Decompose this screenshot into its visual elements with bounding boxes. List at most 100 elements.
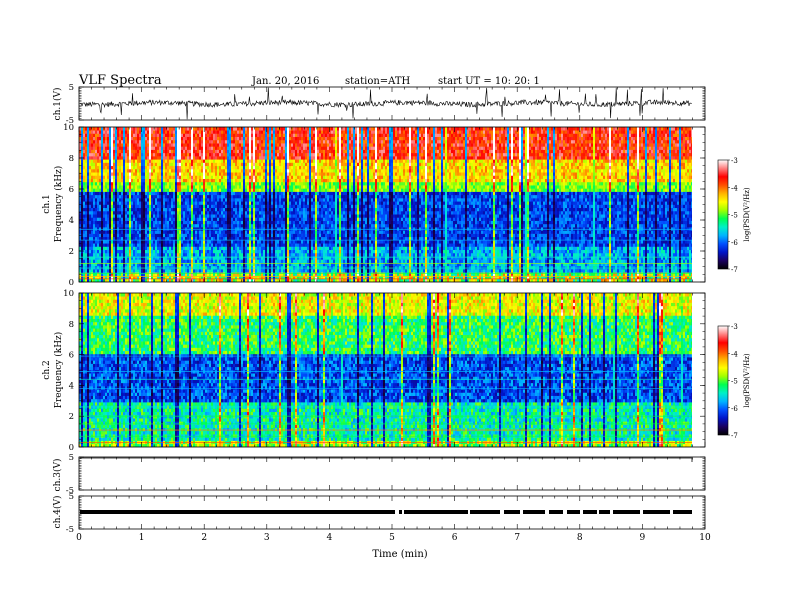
ch1-spectrogram-cell: [271, 272, 274, 276]
ch1-spectrogram-cell: [97, 243, 100, 247]
ch1-spectrogram-cell: [235, 210, 238, 215]
ch1-spectrogram-cell: [167, 272, 170, 276]
ch1-spectrogram-cell: [147, 198, 150, 202]
ch1-spectrogram-cell: [207, 162, 210, 167]
ch1-spectrogram-cell: [89, 133, 92, 137]
ch1-spectrogram-cell: [199, 243, 202, 247]
ch1-spectrogram-cell: [131, 214, 134, 218]
ch1-spectrogram-cell: [171, 201, 174, 205]
ch1-spectrogram-cell: [263, 223, 266, 228]
ch1-spectrogram-cell: [209, 178, 212, 183]
ch1-spectrogram-cell: [97, 240, 100, 244]
ch1-spectrogram-cell: [97, 139, 100, 144]
ch1-spectrogram-cell: [259, 139, 262, 144]
ch1-spectrogram-cell: [145, 185, 148, 189]
ch1-spectrogram-cell: [251, 223, 254, 228]
ch1-spectrogram-cell: [197, 240, 200, 244]
ch1-spectrogram-cell: [89, 188, 92, 192]
ch1-spectrogram-cell: [129, 198, 132, 202]
ch1-spectrogram-cell: [87, 178, 90, 183]
ch1-spectrogram-cell: [223, 223, 226, 228]
ch1-spectrogram-cell: [127, 146, 130, 150]
ch1-spectrogram-cell: [221, 143, 224, 147]
ch1-spectrogram-cell: [135, 240, 138, 244]
ch1-spectrogram-cell: [255, 220, 258, 225]
ch1-spectrogram-cell: [171, 165, 174, 170]
ch1-spectrogram-cell: [155, 136, 158, 141]
ch1-spectrogram-cell: [227, 172, 230, 176]
ch1-spectrogram-cell: [261, 178, 264, 183]
ch1-spectrogram-cell: [133, 156, 136, 160]
ch1-spectrogram-cell: [111, 252, 114, 257]
ch1-spectrogram-cell: [87, 143, 90, 147]
ch1-spectrogram-cell: [133, 220, 136, 225]
ch1-spectrogram-cell: [129, 217, 132, 221]
ch1-spectrogram-cell: [157, 278, 160, 282]
ch1-spectrogram-cell: [151, 217, 154, 221]
ch1-spectrogram-cell: [215, 188, 218, 192]
ch1-spectrogram-cell: [115, 152, 118, 157]
ch1-spectrogram-cell: [153, 243, 156, 247]
ch1-spectrogram-cell: [121, 227, 124, 231]
ch1-spectrogram-cell: [95, 198, 98, 202]
ch1-spectrogram-cell: [105, 201, 108, 205]
ch1-spectrogram-cell: [273, 175, 276, 179]
ch1-spectrogram-cell: [191, 236, 194, 241]
ch1-spectrogram-cell: [157, 220, 160, 225]
ch1-spectrogram-cell: [217, 194, 220, 199]
ch1-spectrogram-cell: [79, 185, 82, 189]
ch1-spectrogram-cell: [187, 252, 190, 257]
ch1-spectrogram-cell: [165, 127, 168, 131]
ch1-spectrogram-cell: [109, 168, 112, 173]
ch1-spectrogram-cell: [225, 136, 228, 141]
ch1-spectrogram-cell: [237, 204, 240, 209]
ch1-spectrogram-cell: [177, 262, 180, 267]
ch1-spectrogram-cell: [103, 256, 106, 260]
ch1-spectrogram-cell: [189, 165, 192, 170]
ch1-spectrogram-cell: [233, 204, 236, 209]
ch1-spectrogram-cell: [243, 269, 246, 273]
ch1-spectrogram-cell: [237, 146, 240, 150]
ch1-spectrogram-cell: [79, 259, 82, 263]
ch1-spectrogram-cell: [239, 130, 242, 134]
ch1-spectrogram-cell: [189, 139, 192, 144]
ch1-spectrogram-cell: [247, 278, 250, 282]
ch1-spectrogram-cell: [233, 262, 236, 267]
ch1-spectrogram-cell: [267, 156, 270, 160]
ch1-spectrogram-cell: [141, 130, 144, 134]
ch1-spectrogram-cell: [165, 188, 168, 192]
ch1-spectrogram-cell: [183, 172, 186, 176]
ch1-spectrogram-cell: [99, 252, 102, 257]
ch1-spectrogram-cell: [87, 217, 90, 221]
ch1-spectrogram-cell: [219, 143, 222, 147]
ch1-spectrogram-cell: [161, 146, 164, 150]
ch1-spectrogram-cell: [241, 269, 244, 273]
ch1-spectrogram-cell: [151, 133, 154, 137]
ch1-spectrogram-cell: [101, 175, 104, 179]
ch1-spectrogram-cell: [111, 246, 114, 251]
ch1-spectrogram-cell: [233, 275, 236, 280]
ch1-spectrogram-cell: [103, 194, 106, 199]
ch1-spectrogram-cell: [223, 181, 226, 186]
ch1-spectrogram-cell: [249, 210, 252, 215]
ch1-spectrogram-cell: [233, 256, 236, 260]
ch1-spectrogram-cell: [203, 249, 206, 254]
ch1-spectrogram-cell: [155, 133, 158, 137]
ch1-spectrogram-cell: [117, 249, 120, 254]
ch1-spectrogram-cell: [211, 198, 214, 202]
ch1-spectrogram-cell: [213, 278, 216, 282]
ch1-spectrogram-cell: [89, 252, 92, 257]
ch1-spectrogram-cell: [89, 230, 92, 234]
ch1-spectrogram-cell: [89, 207, 92, 212]
ch1-spectrogram-cell: [179, 127, 182, 131]
ch1-spectrogram-cell: [107, 127, 110, 131]
ch1-spectrogram-cell: [155, 159, 158, 163]
ch1-spectrogram-cell: [205, 265, 208, 270]
ch1-spectrogram-cell: [239, 165, 242, 170]
ch1-spectrogram-cell: [167, 223, 170, 228]
ch1-spectrogram-cell: [247, 188, 250, 192]
ch1-spectrogram-cell: [265, 223, 268, 228]
ch1-spectrogram-cell: [109, 259, 112, 263]
ch1-spectrogram-cell: [269, 220, 272, 225]
ch1-spectrogram-cell: [245, 198, 248, 202]
